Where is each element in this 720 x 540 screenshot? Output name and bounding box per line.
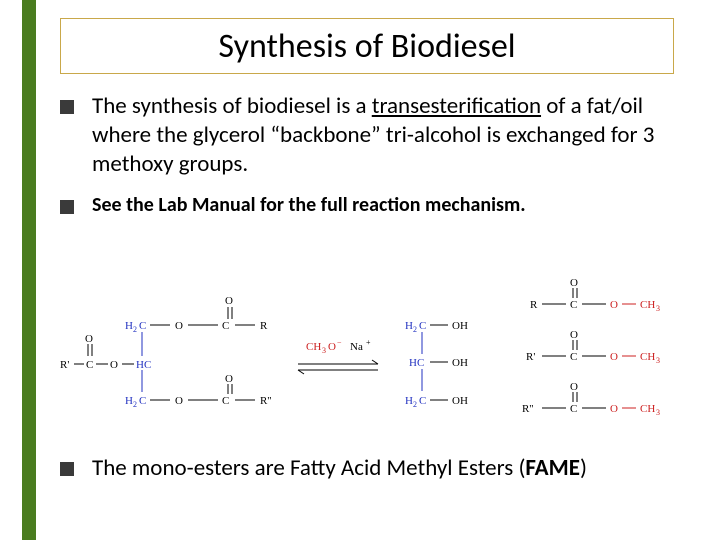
lbl-Na: Na: [350, 341, 363, 353]
content-area-2: The mono-esters are Fatty Acid Methyl Es…: [60, 454, 680, 498]
lbl-O: O: [610, 299, 618, 311]
lbl-H: H: [125, 395, 133, 407]
lbl-O: O: [570, 277, 578, 289]
lbl-C: C: [86, 359, 93, 371]
lbl-O: O: [175, 320, 183, 332]
lbl-C: C: [139, 395, 146, 407]
lbl-2: 2: [133, 400, 137, 409]
bullet-1-text: The synthesis of biodiesel is a transest…: [92, 92, 680, 178]
lbl-C: C: [419, 395, 426, 407]
b3-post: ): [580, 454, 587, 482]
bullet-3-text: The mono-esters are Fatty Acid Methyl Es…: [92, 454, 587, 484]
lbl-2: 2: [413, 400, 417, 409]
lbl-O: O: [225, 373, 233, 385]
lbl-R: R: [530, 299, 538, 311]
lbl-minus: −: [337, 338, 342, 347]
left-accent-bar: [22, 0, 36, 540]
lbl-C: C: [222, 395, 229, 407]
lbl-plus: +: [366, 338, 371, 347]
lbl-OH: OH: [452, 395, 468, 407]
lbl-Rpp: R'': [522, 403, 533, 415]
lbl-O: O: [570, 381, 578, 393]
b3-bold: FAME: [525, 454, 580, 482]
lbl-2: 2: [413, 325, 417, 334]
b3-pre: The mono-esters are Fatty Acid Methyl Es…: [92, 454, 525, 482]
bullet-square-icon: [60, 462, 74, 476]
lbl-C: C: [570, 351, 577, 363]
bullet-2-text: See the Lab Manual for the full reaction…: [92, 192, 526, 218]
lbl-3: 3: [656, 356, 660, 365]
lbl-H: H: [405, 320, 413, 332]
lbl-O: O: [110, 359, 118, 371]
lbl-CH: CH: [306, 341, 321, 353]
content-area: The synthesis of biodiesel is a transest…: [60, 92, 680, 232]
bullet-square-icon: [60, 100, 74, 114]
bullet-1: The synthesis of biodiesel is a transest…: [60, 92, 680, 178]
b1-underline: transesterification: [372, 92, 541, 120]
lbl-Rp: R': [60, 359, 69, 371]
lbl-C: C: [139, 320, 146, 332]
lbl-3: 3: [322, 346, 326, 355]
reaction-diagram: O H 2 C O C R O R' C O HC H 2 C O C R'' …: [60, 274, 680, 424]
lbl-O: O: [175, 395, 183, 407]
lbl-2: 2: [133, 325, 137, 334]
bullet-square-icon: [60, 200, 74, 214]
slide-title: Synthesis of Biodiesel: [218, 26, 515, 67]
lbl-HC: HC: [409, 357, 424, 369]
lbl-O: O: [85, 333, 93, 345]
lbl-CH: CH: [640, 351, 655, 363]
lbl-C: C: [570, 403, 577, 415]
lbl-Rp: R': [526, 351, 535, 363]
title-box: Synthesis of Biodiesel: [60, 18, 674, 74]
bullet-3: The mono-esters are Fatty Acid Methyl Es…: [60, 454, 680, 484]
b1-pre: The synthesis of biodiesel is a: [92, 92, 372, 120]
lbl-3: 3: [656, 304, 660, 313]
lbl-Rpp: R'': [260, 395, 271, 407]
lbl-O: O: [225, 295, 233, 307]
lbl-OH: OH: [452, 357, 468, 369]
lbl-O: O: [570, 329, 578, 341]
lbl-H: H: [125, 320, 133, 332]
lbl-HC: HC: [136, 359, 151, 371]
lbl-O: O: [328, 341, 336, 353]
lbl-3: 3: [656, 408, 660, 417]
lbl-O: O: [610, 351, 618, 363]
lbl-CH: CH: [640, 403, 655, 415]
bullet-2: See the Lab Manual for the full reaction…: [60, 192, 680, 218]
lbl-C: C: [419, 320, 426, 332]
lbl-H: H: [405, 395, 413, 407]
lbl-O: O: [610, 403, 618, 415]
lbl-CH: CH: [640, 299, 655, 311]
lbl-OH: OH: [452, 320, 468, 332]
lbl-C: C: [570, 299, 577, 311]
lbl-C: C: [222, 320, 229, 332]
lbl-R: R: [260, 320, 268, 332]
